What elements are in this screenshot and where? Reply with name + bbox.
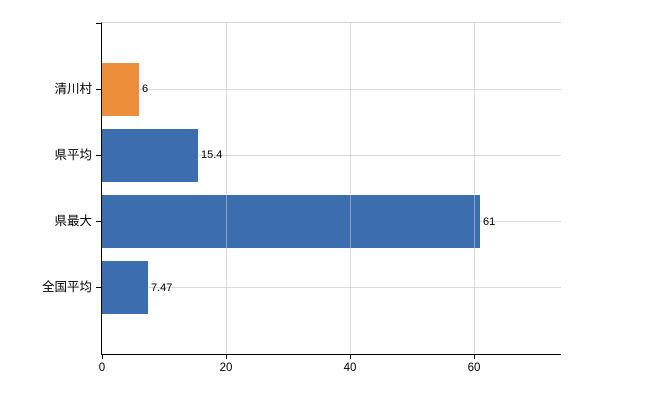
bar-value-label: 61 <box>483 215 496 228</box>
bar-value-label: 6 <box>142 83 149 96</box>
plot-area: 6 清川村 15.4 県平均 61 県最大 7.47 全国平均 0 20 40 60 <box>42 22 561 374</box>
x-tick-mark <box>473 355 475 359</box>
category-label: 県最大 <box>54 214 92 229</box>
category-label: 清川村 <box>54 81 92 96</box>
bar <box>102 128 198 182</box>
y-tick-mark <box>96 221 102 223</box>
bar <box>102 62 139 116</box>
category-label: 全国平均 <box>41 280 92 295</box>
bar <box>102 261 148 315</box>
tick-grid-line <box>349 23 351 354</box>
bar <box>102 195 480 249</box>
x-tick-mark <box>349 355 351 359</box>
y-tick-mark <box>96 287 102 289</box>
bar-value-label: 7.47 <box>151 281 173 294</box>
tick-grid-line <box>473 23 475 354</box>
tick-grid-line <box>225 23 227 354</box>
x-tick-mark <box>101 355 103 359</box>
bar-value-label: 15.4 <box>201 149 223 162</box>
x-tick-label: 40 <box>343 362 357 374</box>
y-tick-mark <box>96 88 102 90</box>
row-grid-line <box>102 287 561 289</box>
x-tick-label: 20 <box>219 362 233 374</box>
row-grid-line <box>102 154 561 156</box>
x-tick-mark <box>225 355 227 359</box>
x-tick-label: 60 <box>467 362 481 374</box>
x-tick-label: 0 <box>98 362 106 374</box>
y-tick-mark <box>96 154 102 156</box>
row-grid-line <box>102 88 561 90</box>
y-axis-top-tick-mark <box>96 22 102 24</box>
category-label: 県平均 <box>54 147 92 162</box>
